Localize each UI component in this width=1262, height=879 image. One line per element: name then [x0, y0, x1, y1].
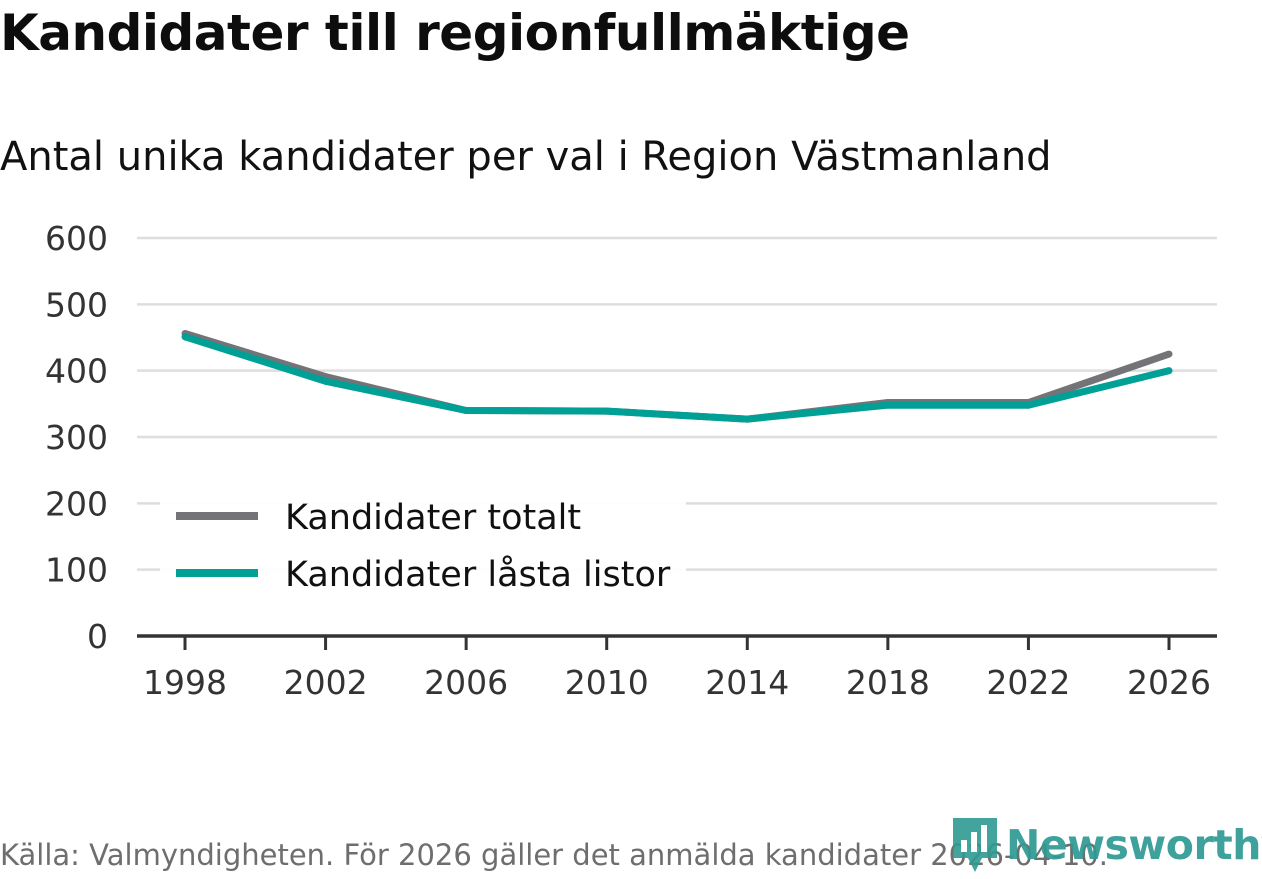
data-point-lasta-2006 — [462, 406, 470, 414]
x-tick-label: 2026 — [1127, 663, 1211, 702]
y-tick-label: 300 — [45, 418, 108, 457]
y-tick-label: 0 — [87, 617, 108, 656]
y-tick-label: 100 — [45, 551, 108, 590]
x-tick-label: 2010 — [565, 663, 649, 702]
x-tick-label: 2014 — [705, 663, 789, 702]
y-tick-label: 500 — [45, 285, 108, 324]
series-line-kandidater-lasta-listor — [183, 333, 1170, 423]
x-tick-label: 2002 — [284, 663, 368, 702]
data-point-lasta-2010 — [603, 407, 611, 415]
source-note: Källa: Valmyndigheten. För 2026 gäller d… — [0, 838, 1108, 872]
legend-label: Kandidater totalt — [285, 498, 581, 538]
data-point-lasta-1998 — [181, 333, 189, 341]
y-tick-label: 600 — [45, 219, 108, 258]
y-axis-tick-labels: 0 100 200 300 400 500 600 — [45, 219, 108, 656]
x-tick-label: 2018 — [846, 663, 930, 702]
newsworthy-logo-text: Newsworthy — [1006, 821, 1262, 869]
legend: Kandidater totalt Kandidater låsta listor — [160, 494, 686, 602]
chart-title: Kandidater till regionfullmäktige — [0, 4, 910, 62]
series-lines — [181, 330, 1173, 423]
chart-subtitle: Antal unika kandidater per val i Region … — [0, 134, 1052, 180]
y-tick-label: 400 — [45, 352, 108, 391]
data-point-lasta-2026 — [1165, 367, 1173, 375]
data-point-totalt-2026 — [1165, 350, 1173, 358]
x-tick-label: 2006 — [424, 663, 508, 702]
x-tick-label: 2022 — [986, 663, 1070, 702]
x-tick-label: 1998 — [143, 663, 227, 702]
data-point-lasta-2014 — [743, 415, 751, 423]
x-axis — [137, 634, 1217, 650]
y-tick-label: 200 — [45, 484, 108, 523]
newsworthy-logo-icon — [953, 818, 997, 872]
x-axis-tick-labels: 1998 2002 2006 2010 2014 2018 2022 2026 — [143, 663, 1211, 702]
legend-label: Kandidater låsta listor — [285, 554, 671, 595]
data-point-lasta-2002 — [322, 377, 330, 385]
data-point-lasta-2018 — [884, 401, 892, 409]
data-point-lasta-2022 — [1024, 401, 1032, 409]
newsworthy-logo: Newsworthy — [950, 816, 1262, 874]
